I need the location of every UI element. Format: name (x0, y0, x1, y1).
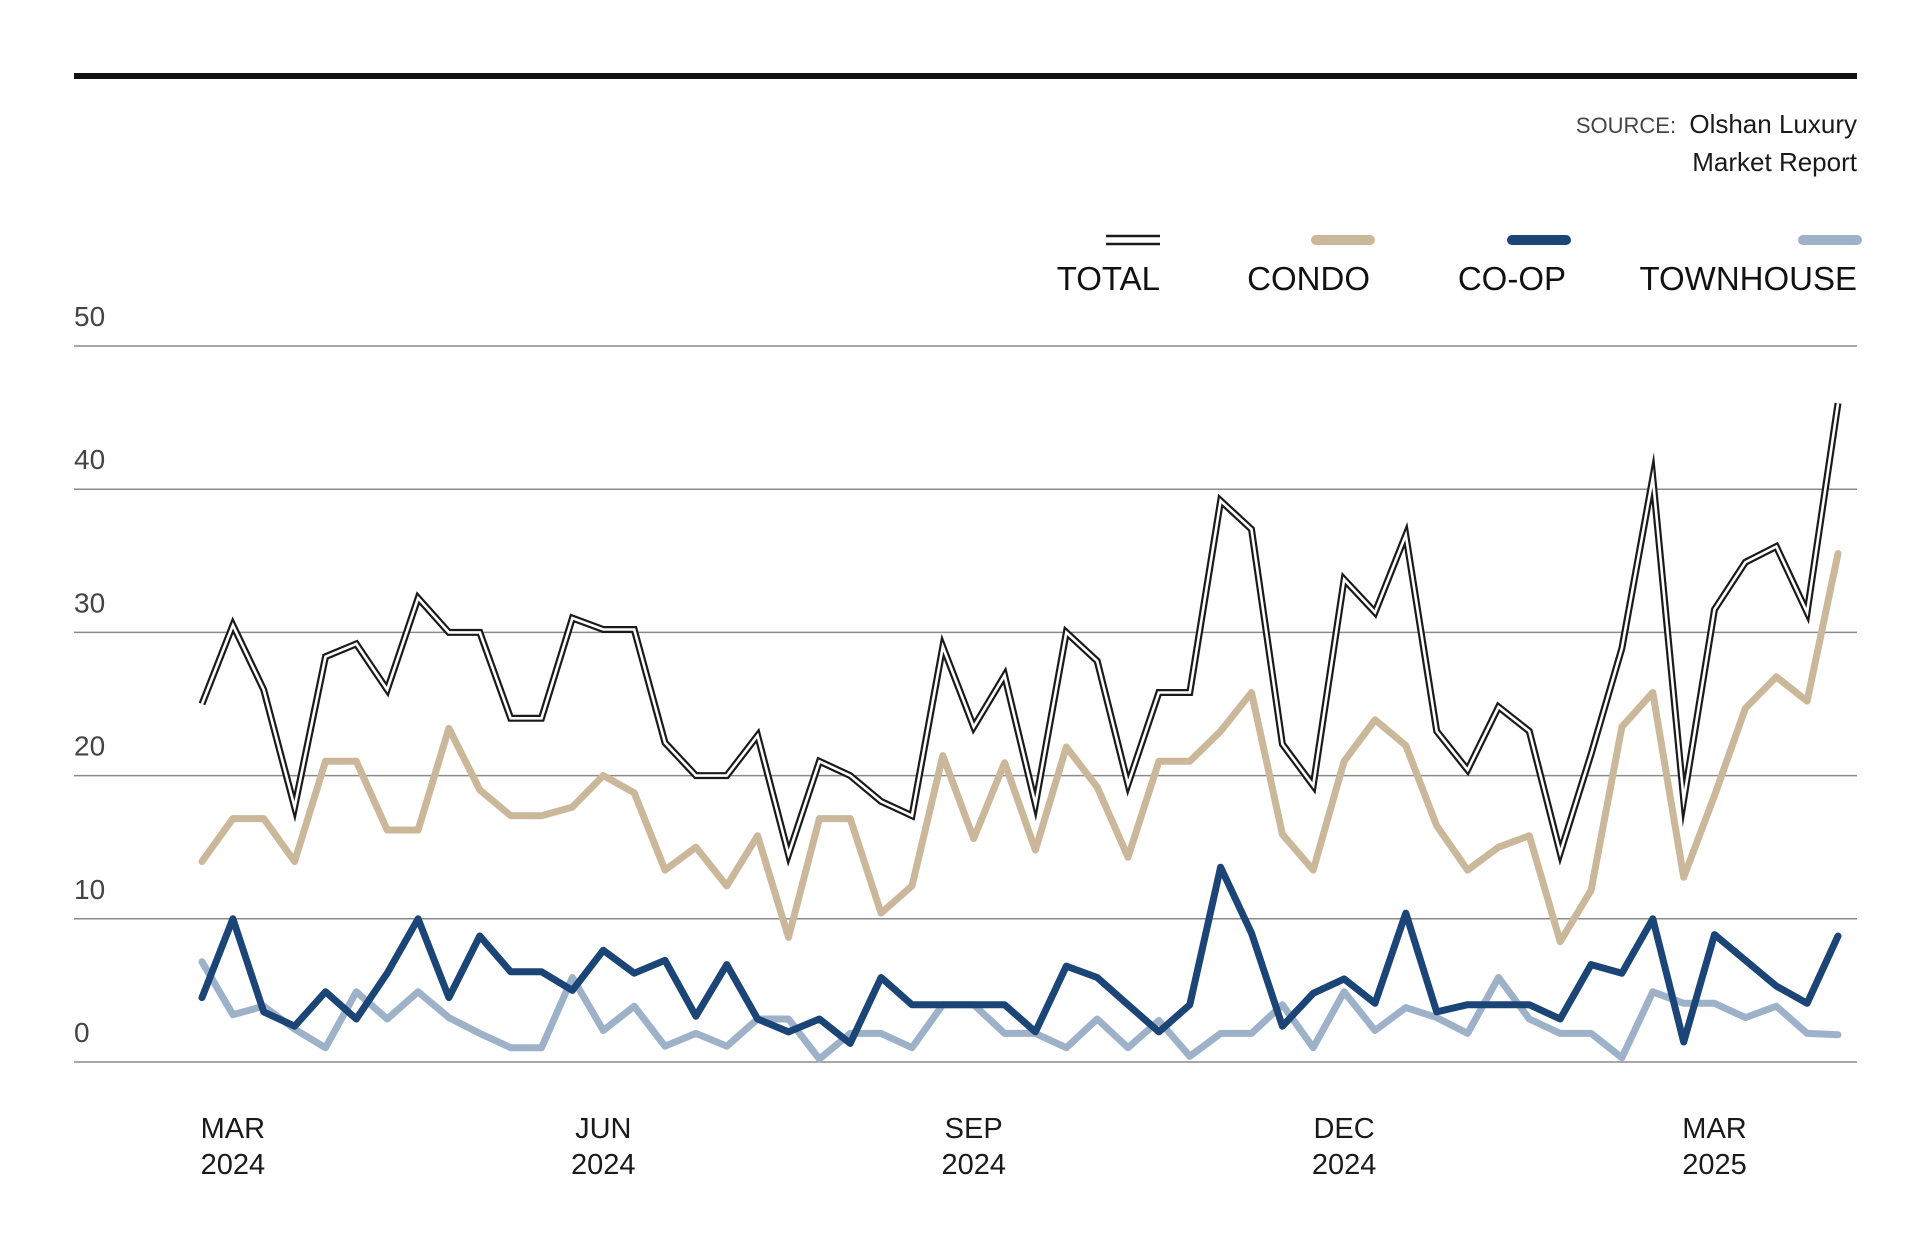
y-tick-label: 40 (74, 444, 105, 475)
y-tick-label: 10 (74, 874, 105, 905)
legend-label-co-op: CO-OP (1458, 260, 1566, 297)
x-tick-month: MAR (201, 1113, 265, 1145)
y-tick-label: 0 (74, 1017, 90, 1048)
series-line-total-inner (200, 403, 1840, 859)
x-tick-year: 2024 (1312, 1149, 1377, 1181)
legend-label-condo: CONDO (1247, 260, 1370, 297)
x-tick-month: MAR (1682, 1113, 1746, 1145)
y-tick-label: 20 (74, 731, 105, 762)
x-tick-month: SEP (945, 1113, 1003, 1145)
x-tick-year: 2024 (571, 1149, 636, 1181)
x-axis: MAR 2024 JUN 2024 SEP 2024 DEC 2024 MAR 2025 (201, 1113, 1747, 1181)
source-line1: Olshan Luxury (1689, 109, 1857, 139)
legend: TOTAL CONDO CO-OP TOWNHOUSE (1057, 234, 1862, 297)
series-line-townhouse (198, 958, 1842, 1063)
x-tick-month: DEC (1313, 1113, 1374, 1145)
grid: 0 10 20 30 40 50 (74, 301, 1857, 1063)
source-credit: SOURCE: Olshan Luxury (1576, 109, 1857, 139)
x-tick-year: 2025 (1682, 1149, 1747, 1181)
source-prefix: SOURCE: (1576, 113, 1676, 138)
y-tick-label: 50 (74, 301, 105, 332)
series-layer (198, 402, 1842, 1063)
x-tick-month: JUN (575, 1113, 631, 1145)
x-tick-year: 2024 (941, 1149, 1006, 1181)
legend-label-townhouse: TOWNHOUSE (1639, 260, 1857, 297)
source-line2: Market Report (1692, 147, 1857, 177)
y-tick-label: 30 (74, 587, 105, 618)
series-line-co-op (198, 863, 1842, 1047)
legend-label-total: TOTAL (1057, 260, 1160, 297)
series-line-condo (198, 550, 1842, 946)
x-tick-year: 2024 (201, 1149, 266, 1181)
